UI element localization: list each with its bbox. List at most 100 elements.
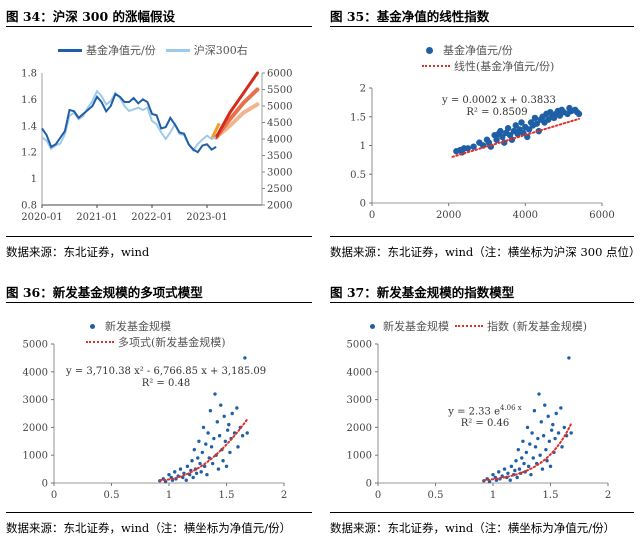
data-point — [217, 434, 222, 438]
data-point — [211, 461, 215, 466]
y-tick-label: 1.6 — [21, 95, 37, 106]
data-point — [567, 356, 571, 360]
data-point — [215, 420, 219, 424]
scatter-chart: 0 0.5 1 1.5 2 0 2000 4000 6000 — [350, 84, 615, 222]
data-point — [560, 445, 564, 449]
y-tick-label: 3000 — [23, 395, 48, 406]
data-point — [191, 475, 195, 480]
trend-line — [451, 117, 580, 158]
data-point — [213, 392, 217, 396]
data-point — [515, 475, 519, 480]
trend-line — [158, 418, 249, 482]
data-point — [545, 459, 549, 463]
legend-label: 新发基金规模 — [105, 320, 171, 333]
data-point — [464, 145, 472, 152]
data-point — [516, 447, 520, 452]
data-point — [529, 472, 533, 477]
data-point — [201, 425, 206, 430]
r-squared-text: R² = 0.46 — [460, 418, 510, 430]
data-point — [562, 425, 566, 430]
data-point — [531, 114, 539, 122]
y-tick-label: 5000 — [23, 340, 48, 351]
data-point — [184, 478, 188, 482]
data-point — [541, 434, 546, 438]
y-tick-label: 0 — [366, 479, 372, 490]
data-point — [502, 467, 507, 471]
legend-swatch — [165, 48, 190, 52]
trend-equation: y = 2.33 e4.06 x R² = 0.46 — [440, 402, 530, 430]
equation-text: y = 0.0002 x + 0.3833 — [442, 95, 556, 106]
x-tick-label: 0.5 — [104, 490, 120, 501]
data-point — [491, 472, 495, 477]
data-point — [517, 467, 522, 471]
data-point — [537, 392, 541, 396]
data-point — [499, 133, 506, 141]
figure-35: 图 35：基金净值的线性指数 基金净值元/份 线性(基金净值元/份) y = 0… — [330, 6, 640, 266]
data-point — [235, 406, 239, 410]
data-point — [546, 414, 550, 418]
data-point — [543, 403, 547, 407]
data-point — [520, 456, 524, 460]
figure-title: 图 36：新发基金规模的多项式模型 — [6, 285, 203, 300]
data-point — [198, 461, 202, 466]
legend-label: 基金净值元/份 — [443, 44, 513, 57]
y-tick-label: 1.5 — [350, 112, 366, 123]
data-point — [223, 439, 228, 443]
title-rule — [330, 302, 634, 304]
data-point — [512, 122, 519, 129]
data-point — [240, 434, 245, 438]
data-point — [540, 467, 545, 471]
y-right-tick-label: 5500 — [267, 85, 292, 96]
data-point — [236, 445, 240, 449]
data-point — [536, 436, 540, 441]
y-right-tick-label: 2500 — [267, 184, 292, 195]
y-tick-label: 4000 — [23, 367, 48, 378]
data-point — [209, 445, 214, 449]
data-point — [547, 439, 552, 443]
data-point — [185, 464, 190, 469]
figure-title: 图 34：沪深 300 的涨幅假设 — [6, 9, 176, 24]
chart-legend: 基金净值元/份 沪深300右 — [58, 42, 248, 58]
x-tick-label: 2 — [605, 490, 611, 501]
title-rule — [6, 302, 312, 304]
data-point — [216, 467, 221, 471]
figure-36: 图 36：新发基金规模的多项式模型 新发基金规模 多项式(新发基金规模) y =… — [6, 282, 312, 541]
legend-swatch — [422, 65, 450, 67]
line-chart: 0.8 1 1.2 1.4 1.6 1.8 2000 2500 3000 3500 4000 4500… — [21, 69, 292, 224]
data-point — [230, 411, 234, 416]
legend-swatch — [426, 46, 433, 54]
equation-text: y = 2.33 e4.06 x — [440, 402, 530, 418]
trend-line — [482, 422, 573, 482]
x-tick-label: 1 — [166, 490, 172, 501]
data-point — [569, 431, 573, 435]
data-point — [197, 439, 201, 443]
figure-37: 图 37：新发基金规模的指数模型 新发基金规模 指数 (新发基金规模) y = … — [330, 282, 634, 541]
legend-label: 新发基金规模 — [383, 320, 449, 333]
legend-swatch — [90, 323, 95, 329]
data-point — [538, 453, 542, 457]
data-point — [544, 447, 548, 452]
data-point — [554, 411, 558, 416]
x-tick-label: 1.5 — [219, 490, 235, 501]
y-right-tick-label: 3500 — [267, 151, 292, 162]
x-tick-label: 2 — [281, 490, 287, 501]
data-point — [196, 456, 200, 460]
bottom-rule — [330, 236, 634, 238]
legend-swatch — [58, 48, 82, 52]
r-squared-text: R² = 0.48 — [141, 378, 191, 389]
data-point — [525, 425, 530, 430]
trend-equation: y = 3,710.38 x² - 6,766.85 x + 3,185.09 … — [66, 366, 266, 390]
data-point — [514, 459, 518, 463]
legend-swatch — [370, 323, 375, 329]
x-tick-label: 4000 — [513, 210, 538, 221]
data-point — [504, 125, 512, 132]
equation-text: y = 3,710.38 x² - 6,766.85 x + 3,185.09 — [66, 366, 267, 377]
x-tick-label: 0.5 — [428, 490, 444, 501]
data-point — [178, 467, 183, 471]
y-tick-label: 5000 — [347, 340, 372, 351]
data-point — [530, 431, 534, 435]
y-tick-label: 3000 — [347, 395, 372, 406]
data-point — [497, 470, 501, 474]
data-point — [524, 450, 529, 455]
projection-line — [214, 87, 260, 140]
